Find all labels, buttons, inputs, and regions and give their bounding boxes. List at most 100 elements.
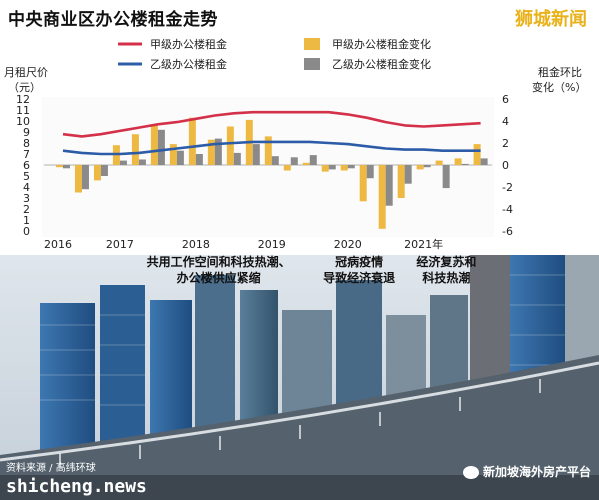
right-axis-title-2: 变化（%） <box>532 80 586 94</box>
left-tick-6: 6 <box>23 159 30 172</box>
bar-grade-b-6 <box>176 150 184 165</box>
x-tick-2016: 2016 <box>44 238 72 251</box>
bar-grade-a-9 <box>226 126 234 165</box>
legend-label-0: 甲级办公楼租金 <box>150 37 227 51</box>
bar-grade-b-2 <box>100 165 108 176</box>
left-tick-8: 8 <box>23 137 30 150</box>
site-watermark: shicheng.news <box>6 476 147 497</box>
bar-grade-b-21 <box>461 163 469 165</box>
right-tick--6: -6 <box>502 225 513 238</box>
bar-grade-a-7 <box>188 117 196 165</box>
bar-grade-a-16 <box>359 165 367 202</box>
bar-grade-a-6 <box>169 144 177 165</box>
left-tick-11: 11 <box>16 104 30 117</box>
bar-grade-b-7 <box>195 154 203 165</box>
left-tick-2: 2 <box>23 203 30 216</box>
bar-grade-b-17 <box>385 165 393 206</box>
bar-grade-a-17 <box>378 165 386 229</box>
bar-grade-b-13 <box>309 155 317 165</box>
left-tick-9: 9 <box>23 126 30 139</box>
bar-grade-b-10 <box>252 144 260 165</box>
bar-grade-a-4 <box>131 134 139 165</box>
bar-grade-a-21 <box>454 158 462 165</box>
left-tick-7: 7 <box>23 148 30 161</box>
left-tick-10: 10 <box>16 115 30 128</box>
bar-grade-a-20 <box>435 160 443 165</box>
bar-grade-a-11 <box>264 136 272 165</box>
chart-title: 中央商业区办公楼租金走势 <box>8 10 218 30</box>
right-axis: -6 -4 -2 0 2 4 6 <box>502 93 513 238</box>
bar-grade-b-14 <box>328 165 336 170</box>
x-tick-2019: 2019 <box>258 238 286 251</box>
left-tick-5: 5 <box>23 170 30 183</box>
bar-grade-b-16 <box>366 165 374 179</box>
right-axis-title-1: 租金环比 <box>538 65 582 79</box>
annotation-0-line2: 办公楼供应紧缩 <box>177 270 261 285</box>
line-grade-b <box>62 140 481 156</box>
wechat-account: 新加坡海外房产平台 <box>462 463 591 480</box>
bar-grade-b-20 <box>442 165 450 189</box>
bar-grade-b-9 <box>233 152 241 165</box>
wechat-icon <box>462 466 479 479</box>
bar-grade-a-14 <box>321 165 329 172</box>
bar-grade-b-18 <box>404 165 412 184</box>
bar-grade-b-3 <box>119 160 127 165</box>
legend-swatch-3 <box>304 58 320 70</box>
right-tick--2: -2 <box>502 181 513 194</box>
bar-grade-b-22 <box>480 158 488 165</box>
bar-grade-b-15 <box>347 165 355 169</box>
left-tick-4: 4 <box>23 181 30 194</box>
right-tick-0: 0 <box>502 159 509 172</box>
legend-label-2: 乙级办公楼租金 <box>150 57 227 71</box>
bar-grade-a-0 <box>55 165 63 168</box>
x-tick-2020: 2020 <box>334 238 362 251</box>
bar-grade-b-11 <box>271 156 279 165</box>
legend-swatch-1 <box>304 38 320 50</box>
bar-grade-b-5 <box>157 129 165 165</box>
brand-logo: 狮城新闻 <box>515 9 587 30</box>
bar-grade-a-12 <box>283 165 291 171</box>
bar-grade-a-13 <box>302 162 310 165</box>
bar-grade-b-4 <box>138 159 146 165</box>
bar-grade-a-1 <box>74 165 82 193</box>
annotation-0-line1: 共用工作空间和科技热潮、 <box>147 254 291 269</box>
left-axis-title-2: （元） <box>8 81 41 94</box>
bar-grade-b-19 <box>423 165 431 168</box>
bar-grade-a-2 <box>93 165 101 181</box>
source-note: 资料来源 / 高纬环球 <box>6 463 96 474</box>
bar-grade-a-18 <box>397 165 405 198</box>
right-tick-2: 2 <box>502 137 509 150</box>
bar-grade-b-1 <box>81 165 89 190</box>
x-tick-2021: 2021年 <box>404 237 443 251</box>
lines-layer <box>62 110 481 156</box>
wechat-label: 新加坡海外房产平台 <box>482 465 591 479</box>
legend-label-3: 乙级办公楼租金变化 <box>332 57 431 71</box>
annotation-2-line2: 科技热潮 <box>422 270 470 285</box>
bar-grade-b-8 <box>214 138 222 165</box>
bar-grade-a-8 <box>207 139 215 165</box>
bar-grade-a-22 <box>473 144 481 165</box>
legend-label-1: 甲级办公楼租金变化 <box>332 37 431 51</box>
annotation-2-line1: 经济复苏和 <box>416 254 476 269</box>
x-tick-2018: 2018 <box>182 238 210 251</box>
annotation-1-line2: 导致经济衰退 <box>323 270 395 285</box>
left-tick-12: 12 <box>16 93 30 106</box>
bar-grade-a-19 <box>416 165 424 170</box>
x-axis: 2016 2017 2018 2019 2020 2021年 <box>44 237 443 251</box>
right-tick-4: 4 <box>502 115 509 128</box>
bar-grade-a-5 <box>150 124 158 165</box>
right-tick-6: 6 <box>502 93 509 106</box>
bar-grade-b-12 <box>290 157 298 165</box>
skyline-photo <box>0 255 599 500</box>
left-tick-1: 1 <box>23 214 30 227</box>
bar-grade-a-15 <box>340 165 348 171</box>
left-axis-title-1: 月租尺价 <box>4 66 48 79</box>
bar-grade-b-0 <box>62 165 70 169</box>
left-tick-3: 3 <box>23 192 30 205</box>
annotation-1-line1: 冠病疫情 <box>335 254 383 269</box>
